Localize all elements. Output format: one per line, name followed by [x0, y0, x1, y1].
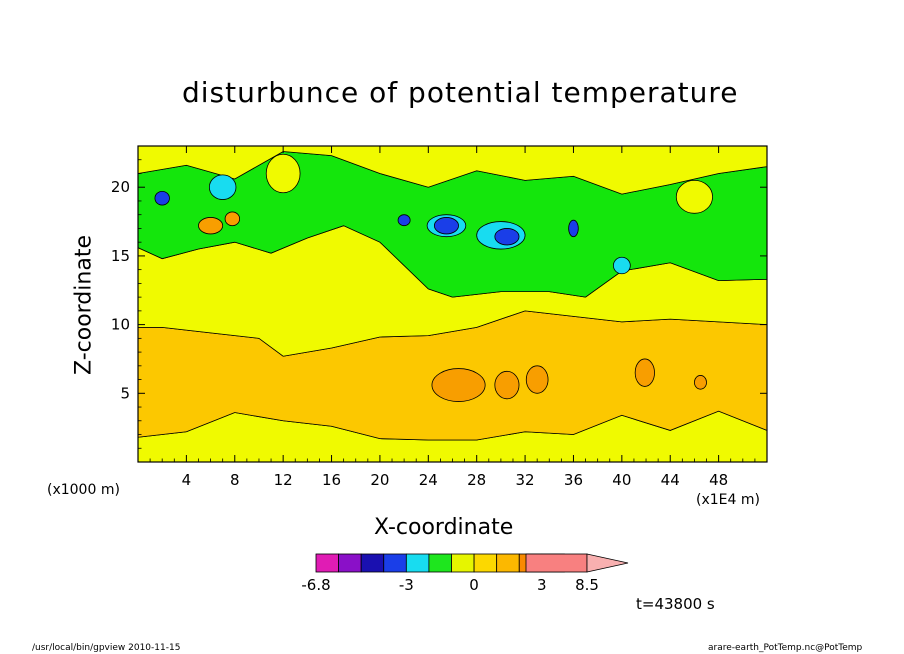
colorbar-swatch — [525, 553, 588, 573]
contour-blob — [265, 153, 301, 194]
contour-blob — [525, 365, 549, 394]
colorbar-label: -3 — [399, 576, 414, 594]
y-unit-label: (x1000 m) — [47, 482, 120, 498]
contour-blob — [154, 190, 170, 206]
colorbar-swatch — [383, 553, 407, 573]
colorbar-label: 3 — [537, 576, 547, 594]
colorbar-label: 8.5 — [575, 576, 599, 594]
colorbar-labels: -6.8 -3 0 3 8.5 — [301, 576, 599, 594]
contour-blob — [494, 370, 520, 400]
colorbar-swatch — [315, 553, 339, 573]
colorbar-swatch — [496, 553, 520, 573]
colorbar-swatch — [338, 553, 362, 573]
colorbar-swatch — [451, 553, 475, 573]
colorbar-swatch — [360, 553, 385, 573]
footer-left: /usr/local/bin/gpview 2010-11-15 — [32, 643, 181, 653]
x-tick-label: 20 — [370, 471, 389, 489]
y-axis-title: Z-coordinate — [71, 235, 97, 375]
contour-field — [138, 146, 767, 462]
x-tick-label: 24 — [419, 471, 438, 489]
x-tick-label: 36 — [564, 471, 583, 489]
contour-blob — [568, 219, 579, 238]
chart-title: disturbunce of potential temperature — [182, 76, 739, 109]
x-tick-label: 44 — [661, 471, 680, 489]
x-tick-label: 4 — [182, 471, 192, 489]
x-tick-label: 40 — [612, 471, 631, 489]
colorbar-swatch — [428, 553, 452, 573]
contour-blob — [431, 368, 486, 402]
x-unit-label: (x1E4 m) — [696, 492, 760, 508]
x-axis-title: X-coordinate — [374, 515, 514, 540]
footer-right: arare-earth_PotTemp.nc@PotTemp — [708, 643, 863, 653]
x-tick-label: 32 — [516, 471, 535, 489]
x-tick-label: 28 — [467, 471, 486, 489]
contour-blob — [433, 217, 459, 235]
colorbar-extend-arrow — [586, 553, 629, 573]
contour-blob — [224, 211, 241, 227]
y-tick-label: 5 — [120, 384, 130, 402]
x-tick-label: 48 — [709, 471, 728, 489]
contour-blob — [198, 217, 224, 235]
colorbar — [315, 553, 629, 573]
y-axis: 5 10 15 20 — [111, 159, 767, 449]
contour-blob — [675, 179, 713, 214]
contour-blob — [612, 256, 631, 275]
contour-blob — [208, 174, 237, 200]
colorbar-swatch — [405, 553, 430, 573]
x-tick-label: 12 — [274, 471, 293, 489]
x-tick-label: 16 — [322, 471, 341, 489]
colorbar-swatch — [473, 553, 498, 573]
y-tick-label: 15 — [111, 247, 130, 265]
y-tick-label: 10 — [111, 316, 130, 334]
y-tick-label: 20 — [111, 178, 130, 196]
x-tick-label: 8 — [230, 471, 240, 489]
colorbar-label: 0 — [469, 576, 479, 594]
x-axis: 4 8 12 16 20 24 28 32 36 40 44 48 — [149, 146, 756, 489]
time-label: t=43800 s — [636, 595, 715, 613]
contour-blob — [494, 228, 520, 246]
contour-blob — [634, 358, 655, 387]
contour-blob — [397, 214, 411, 227]
field-band-warm-top — [138, 146, 767, 195]
contour-blob — [694, 375, 707, 390]
colorbar-label: -6.8 — [301, 576, 330, 594]
